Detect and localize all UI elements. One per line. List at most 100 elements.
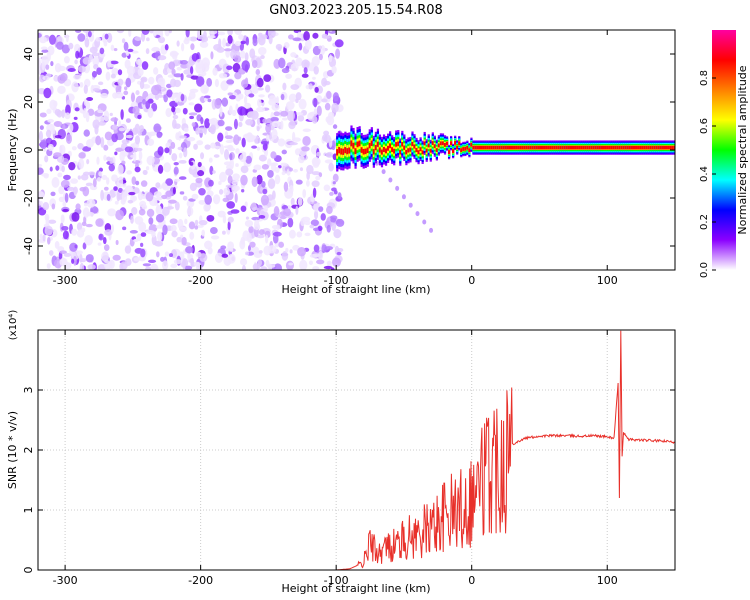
noise-blob (225, 139, 233, 144)
signal-band-cell (624, 145, 628, 150)
noise-blob (225, 184, 234, 188)
noise-blob (312, 32, 319, 39)
signal-band-cell (496, 145, 499, 150)
noise-blob (169, 253, 174, 258)
signal-band-cell (620, 145, 623, 150)
spectrogram-layer (38, 30, 675, 270)
signal-band-cell (565, 145, 569, 150)
noise-blob (114, 91, 124, 99)
noise-blob (225, 126, 233, 131)
signal-band-cell (433, 144, 436, 149)
noise-blob (199, 95, 206, 104)
signal-band-cell (600, 145, 603, 150)
noise-blob (230, 49, 237, 60)
noise-blob (287, 34, 294, 40)
noise-blob (90, 206, 99, 214)
noise-blob (87, 30, 92, 38)
noise-blob (145, 48, 150, 55)
noise-blob (168, 30, 172, 34)
signal-band-cell (360, 147, 363, 153)
signal-band-cell (612, 145, 615, 150)
noise-blob (61, 109, 65, 119)
noise-blob (113, 186, 118, 191)
signal-band-cell (541, 145, 544, 150)
signal-band-cell (511, 145, 514, 150)
signal-band-cell (370, 140, 373, 146)
colorbar-label: Normalized spectral amplitude (736, 65, 749, 234)
noise-blob (165, 178, 174, 186)
noise-blob (337, 192, 342, 200)
signal-band-cell (659, 145, 662, 150)
noise-blob (146, 155, 155, 166)
noise-blob (85, 254, 94, 263)
noise-blob (134, 166, 141, 173)
noise-blob (73, 116, 78, 120)
y-tick-label: -40 (22, 237, 35, 255)
noise-blob (61, 165, 65, 173)
noise-blob (253, 219, 260, 231)
noise-blob (91, 70, 98, 78)
colorbar-tick-label: 0.6 (699, 118, 710, 134)
noise-blob (295, 57, 303, 67)
noise-blob (110, 224, 115, 233)
noise-blob (155, 196, 163, 201)
signal-band-cell (508, 145, 512, 150)
noise-blob (98, 81, 104, 86)
noise-blob (107, 208, 117, 217)
noise-blob (213, 154, 220, 158)
signal-band-cell (630, 145, 634, 150)
noise-blob (54, 135, 62, 139)
noise-blob (40, 46, 48, 50)
noise-blob (41, 172, 50, 177)
noise-blob (255, 69, 261, 76)
noise-blob (147, 259, 157, 263)
noise-blob (267, 244, 277, 254)
noise-blob (189, 66, 194, 75)
signal-band-cell (610, 145, 613, 150)
noise-blob (148, 76, 155, 85)
noise-blob (280, 162, 288, 166)
signal-band-cell (429, 148, 432, 153)
noise-blob (247, 132, 253, 137)
signal-band-cell (506, 145, 510, 150)
noise-blob (128, 30, 132, 37)
signal-band-cell (435, 148, 438, 153)
noise-blob (60, 214, 65, 224)
signal-band-cell (419, 147, 422, 152)
noise-blob (104, 33, 109, 40)
noise-blob (197, 34, 207, 40)
noise-blob (100, 92, 109, 99)
signal-band-cell (456, 145, 459, 150)
noise-blob (316, 151, 322, 157)
noise-blob (179, 191, 185, 195)
noise-blob (162, 206, 170, 216)
noise-blob (137, 68, 144, 77)
noise-blob (156, 204, 160, 213)
noise-blob (221, 97, 229, 107)
noise-blob (208, 118, 216, 125)
noise-blob (228, 105, 233, 115)
signal-band-cell (584, 145, 587, 150)
signal-band-cell (529, 145, 532, 150)
colorbar-tick-label: 0.0 (699, 262, 710, 278)
noise-blob (47, 45, 55, 56)
noise-blob (251, 59, 258, 69)
noise-blob (313, 227, 319, 232)
noise-blob (315, 175, 321, 181)
noise-blob (312, 76, 316, 80)
noise-blob (80, 174, 89, 181)
y-tick-label: -20 (22, 189, 35, 207)
noise-blob (79, 82, 84, 88)
streak-blob (415, 211, 420, 217)
noise-blob (193, 143, 198, 150)
noise-blob (332, 92, 339, 102)
signal-band-cell (466, 145, 469, 150)
noise-blob (314, 86, 319, 93)
noise-blob (326, 224, 331, 233)
noise-blob (224, 148, 230, 160)
noise-blob (188, 221, 196, 230)
noise-blob (153, 67, 159, 75)
noise-blob (282, 82, 287, 91)
noise-blob (171, 68, 176, 76)
